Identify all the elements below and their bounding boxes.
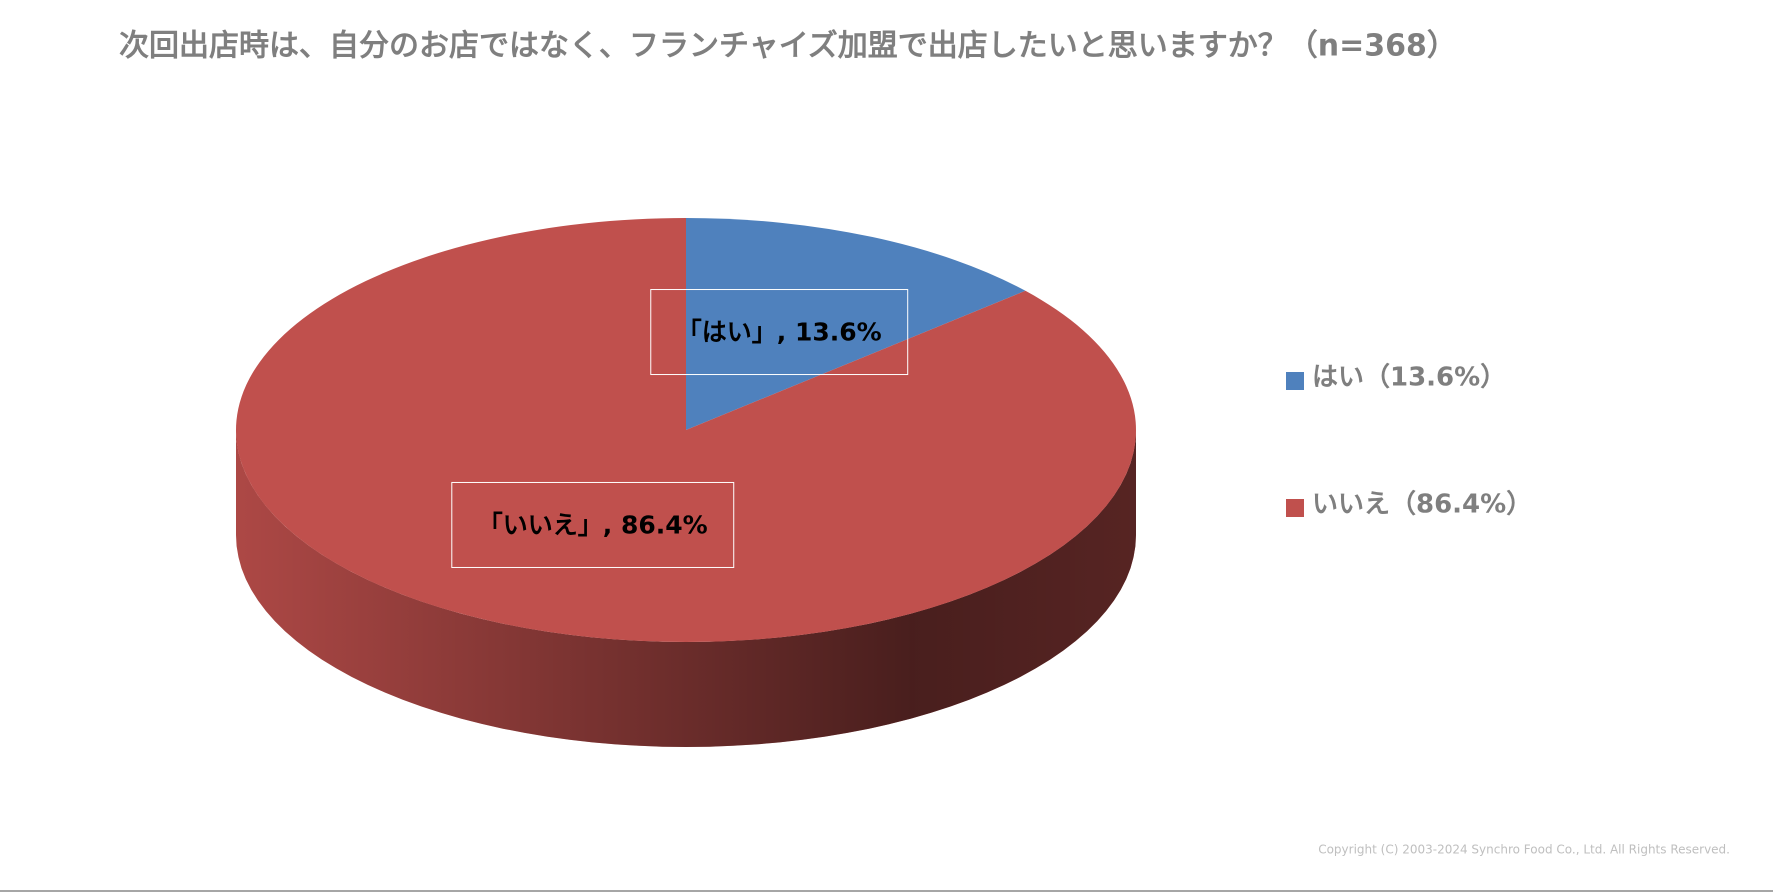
data-label: 「はい」, 13.6% (677, 318, 882, 347)
pie-slice (686, 218, 1026, 430)
legend-swatch (1286, 372, 1304, 390)
data-label-box (451, 481, 735, 568)
data-label-box (650, 289, 909, 376)
chart-title: 次回出店時は、自分のお店ではなく、フランチャイズ加盟で出店したいと思いますか？（… (119, 29, 1457, 64)
pie-side-shade (236, 430, 1136, 747)
copyright: Copyright (C) 2003-2024 Synchro Food Co.… (1318, 843, 1730, 857)
legend-label: いいえ（86.4%） (1312, 490, 1532, 520)
legend-label: はい（13.6%） (1312, 363, 1506, 393)
pie-slice (235, 218, 1136, 642)
legend-swatch (1286, 499, 1304, 517)
pie: 「はい」, 13.6% 「いいえ」, 86.4% (235, 218, 1136, 747)
data-label: 「いいえ」, 86.4% (478, 510, 708, 539)
